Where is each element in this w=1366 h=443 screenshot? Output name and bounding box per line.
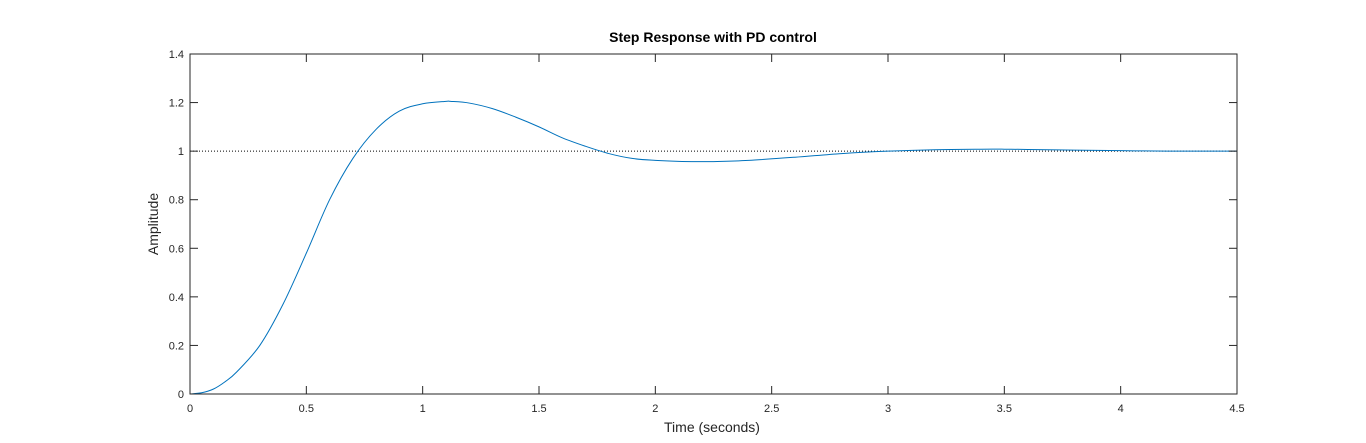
x-tick-label: 3 [885,403,891,415]
y-tick-label: 1.2 [169,98,184,110]
step-response-line [189,100,1238,395]
plot-box [189,53,1238,395]
x-tick-label: 4.5 [1229,403,1244,415]
x-tick-label: 1 [420,403,426,415]
y-axis-ticks: 0 0.2 0.4 0.6 0.8 1 1.2 1.4 [169,49,1237,401]
y-tick-label: 1.4 [169,49,184,61]
plot-area [190,54,1237,394]
x-tick-label: 4 [1118,403,1124,415]
y-tick-label: 0.2 [169,340,184,352]
series-layer [189,100,1238,395]
x-axis-ticks: 0 0.5 1 1.5 2 2.5 3 3.5 4 4.5 [187,54,1245,415]
y-tick-label: 0.4 [169,292,184,304]
y-tick-label: 1 [178,146,184,158]
y-tick-label: 0 [178,389,184,401]
x-tick-label: 0 [187,403,193,415]
chart-title: Step Response with PD control [609,29,817,45]
y-tick-label: 0.8 [169,195,184,207]
x-tick-label: 0.5 [299,403,314,415]
x-tick-label: 2.5 [764,403,779,415]
x-axis-label: Time (seconds) [664,419,760,435]
x-tick-label: 1.5 [531,403,546,415]
y-axis-label: Amplitude [145,193,161,255]
x-tick-label: 3.5 [997,403,1012,415]
x-tick-label: 2 [652,403,658,415]
y-tick-label: 0.6 [169,243,184,255]
